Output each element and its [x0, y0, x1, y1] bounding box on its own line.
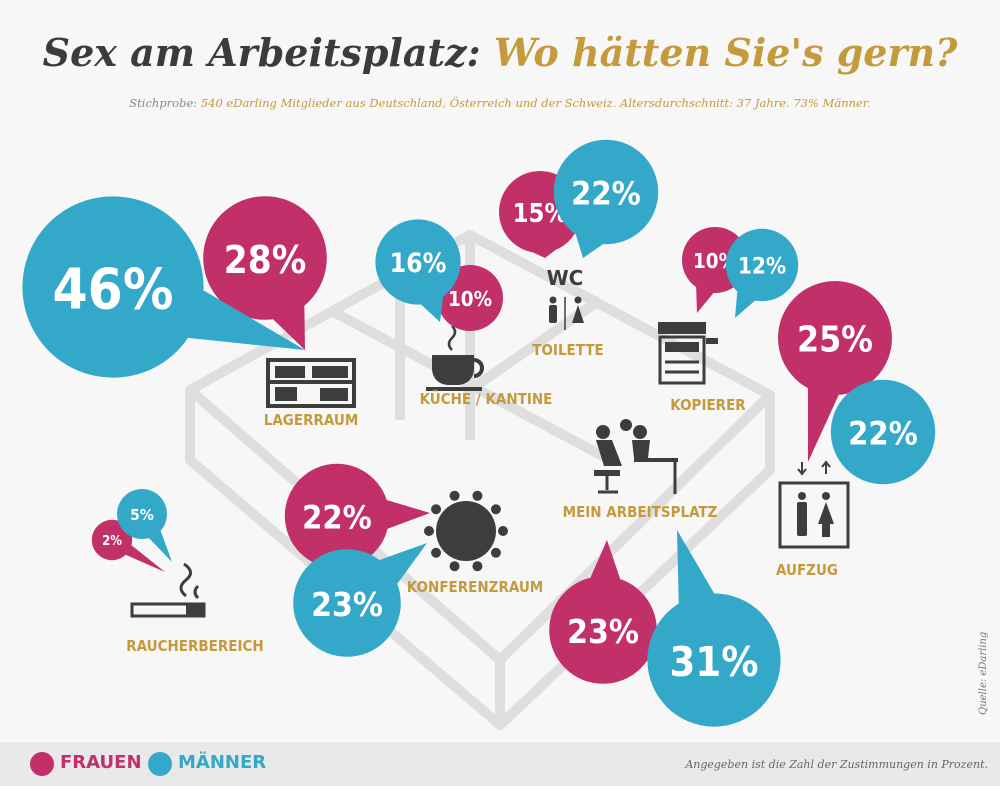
footnote: Angegeben ist die Zahl der Zustimmungen … [685, 758, 988, 771]
bubble-mein-arbeitsplatz-frauen-value: 23% [567, 612, 639, 651]
bubble-kueche-kantine-frauen-value: 10% [448, 287, 492, 311]
bubble-raucherbereich-maenner: 5% [117, 489, 172, 562]
title-accent: Wo hätten Sie's gern? [493, 30, 958, 75]
label-kueche-kantine: KÜCHE / KANTINE [420, 389, 553, 408]
label-mein-arbeitsplatz: MEIN ARBEITSPLATZ [563, 503, 718, 521]
bubble-toilette-maenner: 22% [553, 139, 659, 258]
bubble-raucherbereich-frauen: 2% [91, 519, 165, 572]
bubble-aufzug-maenner: 22% [830, 379, 936, 485]
shelf-icon [266, 358, 356, 408]
bubble-lagerraum-maenner-value: 46% [53, 258, 174, 323]
bubble-aufzug-maenner-value: 22% [848, 415, 918, 453]
legend-bar: FRAUEN MÄNNER Angegeben ist die Zahl der… [0, 742, 1000, 786]
bubble-raucherbereich-frauen-value: 2% [102, 534, 122, 549]
bubble-kueche-kantine-maenner-value: 16% [390, 248, 447, 279]
cigarette-icon [130, 562, 206, 618]
label-toilette: TOILETTE [532, 341, 604, 359]
subtitle: Stichprobe: 540 eDarling Mitglieder aus … [0, 96, 1000, 110]
label-konferenzraum: KONFERENZRAUM [407, 578, 543, 596]
icons-layer: WC [130, 266, 850, 618]
wc-icon: WC [547, 266, 584, 330]
bubble-kopierer-maenner: 12% [725, 228, 799, 318]
elevator-icon [778, 460, 850, 549]
conference-table-icon [424, 490, 508, 572]
wc-sign: WC [547, 266, 584, 290]
bubble-lagerraum-maenner: 46% [22, 196, 305, 378]
label-kopierer: KOPIERER [670, 396, 746, 414]
legend-maenner-swatch [148, 752, 172, 776]
desk-couple-icon [594, 419, 678, 494]
label-lagerraum: LAGERRAUM [264, 411, 359, 429]
legend-frauen-swatch [30, 752, 54, 776]
bubble-mein-arbeitsplatz-maenner-value: 31% [670, 638, 759, 686]
subtitle-text: 540 eDarling Mitglieder aus Deutschland,… [200, 96, 871, 110]
label-raucherbereich: RAUCHERBEREICH [126, 637, 263, 655]
subtitle-label: Stichprobe: [129, 96, 198, 110]
legend-maenner-label: MÄNNER [178, 752, 267, 773]
coffee-cup-icon [426, 325, 484, 391]
labels-layer: LAGERRAUM KÜCHE / KANTINE TOILETTE KOPIERER… [126, 341, 838, 655]
bubble-konferenzraum-frauen-value: 22% [302, 499, 372, 537]
bubble-toilette-maenner-value: 22% [571, 175, 641, 213]
copier-icon [658, 322, 718, 385]
bubble-konferenzraum-maenner: 23% [293, 543, 427, 657]
bubble-konferenzraum-frauen: 22% [284, 463, 430, 569]
source-credit: Quelle: eDarling [978, 631, 989, 715]
bubble-raucherbereich-maenner-value: 5% [130, 506, 154, 524]
bubble-mein-arbeitsplatz-frauen: 23% [549, 540, 657, 684]
bubble-lagerraum-frauen: 28% [203, 196, 327, 350]
legend-frauen-label: FRAUEN [60, 752, 142, 773]
page-title: Sex am Arbeitsplatz: Wo hätten Sie's ger… [42, 30, 958, 75]
bubble-konferenzraum-maenner-value: 23% [311, 585, 383, 624]
bubble-mein-arbeitsplatz-maenner: 31% [647, 530, 781, 727]
label-aufzug: AUFZUG [776, 561, 838, 579]
bubble-aufzug-frauen: 25% [778, 281, 892, 462]
bubbles-layer: 28%46% 10%16%15%22%10% 12%25%22%23%31%22%2… [22, 139, 936, 727]
bubble-lagerraum-frauen-value: 28% [224, 238, 306, 283]
bubble-kopierer-maenner-value: 12% [738, 254, 786, 280]
bubble-aufzug-frauen-value: 25% [797, 320, 873, 361]
bubble-kueche-kantine-maenner: 16% [375, 219, 461, 322]
